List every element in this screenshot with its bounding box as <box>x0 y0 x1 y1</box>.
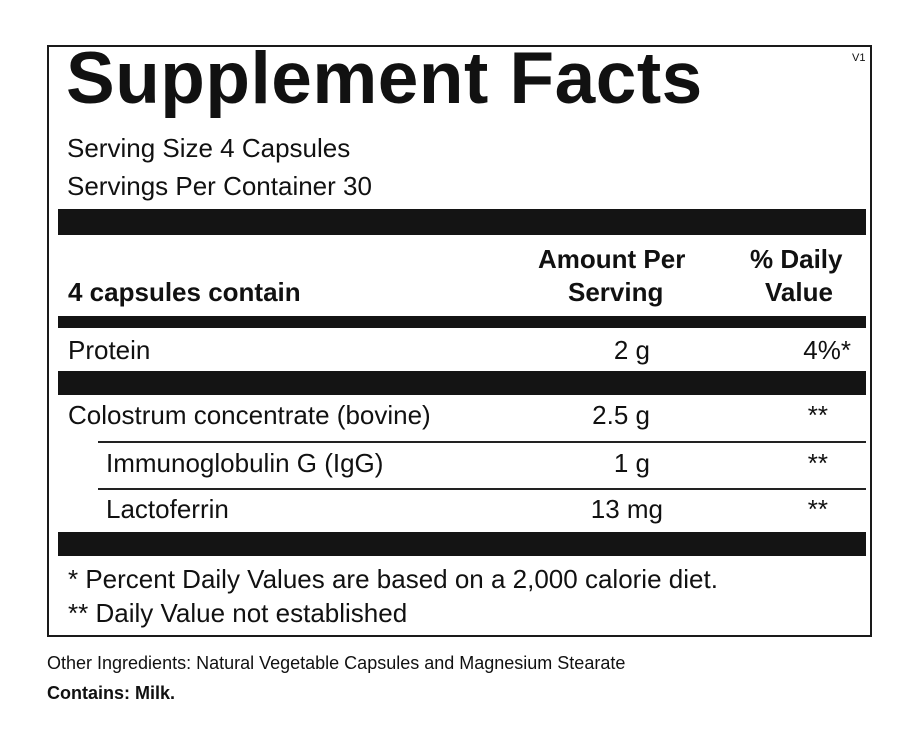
nutrient-amount: 2 g <box>613 335 650 365</box>
ingredient-daily-value: ** <box>807 400 828 430</box>
allergen-statement: Contains: Milk. <box>47 683 176 703</box>
header-dv-line2: Value <box>765 277 833 307</box>
footnote-daily-values: * Percent Daily Values are based on a 2,… <box>68 564 718 594</box>
supplement-facts-panel <box>47 45 872 637</box>
nutrient-daily-value: 4%* <box>803 335 851 365</box>
label-title: Supplement Facts <box>66 38 703 119</box>
thin-divider <box>98 488 866 490</box>
nutrient-name: Protein <box>68 335 151 365</box>
sub-ingredient-daily-value: ** <box>807 494 828 524</box>
servings-per-container: Servings Per Container 30 <box>67 171 372 201</box>
thick-divider-middle <box>58 371 866 395</box>
thin-divider <box>98 441 866 443</box>
header-contains: 4 capsules contain <box>68 277 301 307</box>
version-code: V1 <box>852 52 866 64</box>
thick-divider-header <box>58 316 866 328</box>
header-amount-line2: Serving <box>568 277 664 307</box>
sub-ingredient-amount: 13 mg <box>590 494 663 524</box>
sub-ingredient-name: Lactoferrin <box>106 494 229 524</box>
sub-ingredient-daily-value: ** <box>807 448 828 478</box>
ingredient-amount: 2.5 g <box>592 400 650 430</box>
footnote-not-established: ** Daily Value not established <box>68 598 408 628</box>
header-dv-line1: % Daily <box>750 244 843 274</box>
thick-divider-top <box>58 209 866 235</box>
sub-ingredient-amount: 1 g <box>613 448 650 478</box>
sub-ingredient-name: Immunoglobulin G (IgG) <box>106 448 384 478</box>
header-amount-line1: Amount Per <box>538 244 686 274</box>
ingredient-name: Colostrum concentrate (bovine) <box>68 400 431 430</box>
thick-divider-bottom <box>58 532 866 556</box>
serving-size: Serving Size 4 Capsules <box>67 133 351 163</box>
other-ingredients: Other Ingredients: Natural Vegetable Cap… <box>47 653 626 673</box>
